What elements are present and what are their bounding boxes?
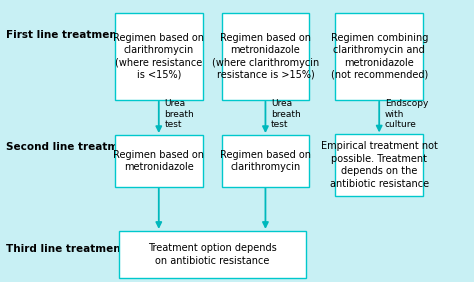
FancyBboxPatch shape bbox=[221, 13, 309, 100]
Text: Regimen based on
metronidazole: Regimen based on metronidazole bbox=[113, 149, 204, 172]
Text: Third line treatment: Third line treatment bbox=[6, 244, 126, 254]
Text: Urea
breath
test: Urea breath test bbox=[164, 99, 194, 129]
Text: Regimen based on
clarithromycin
(where resistance
is <15%): Regimen based on clarithromycin (where r… bbox=[113, 33, 204, 80]
FancyBboxPatch shape bbox=[118, 231, 306, 277]
Text: Regimen based on
metronidazole
(where clarithromycin
resistance is >15%): Regimen based on metronidazole (where cl… bbox=[212, 33, 319, 80]
FancyBboxPatch shape bbox=[115, 13, 202, 100]
Text: Endscopy
with
culture: Endscopy with culture bbox=[385, 99, 428, 129]
FancyBboxPatch shape bbox=[115, 135, 202, 187]
Text: Second line treatment: Second line treatment bbox=[6, 142, 138, 152]
Text: Regimen based on
clarithromycin: Regimen based on clarithromycin bbox=[220, 149, 311, 172]
Text: Urea
breath
test: Urea breath test bbox=[271, 99, 301, 129]
FancyBboxPatch shape bbox=[221, 135, 309, 187]
Text: First line treatment: First line treatment bbox=[6, 30, 122, 39]
Text: Regimen combining
clarithromycin and
metronidazole
(not recommended): Regimen combining clarithromycin and met… bbox=[330, 33, 428, 80]
FancyBboxPatch shape bbox=[336, 13, 423, 100]
FancyBboxPatch shape bbox=[336, 134, 423, 196]
Text: Empirical treatment not
possible. Treatment
depends on the
antibiotic resistance: Empirical treatment not possible. Treatm… bbox=[321, 141, 438, 189]
Text: Treatment option depends
on antibiotic resistance: Treatment option depends on antibiotic r… bbox=[148, 243, 277, 266]
